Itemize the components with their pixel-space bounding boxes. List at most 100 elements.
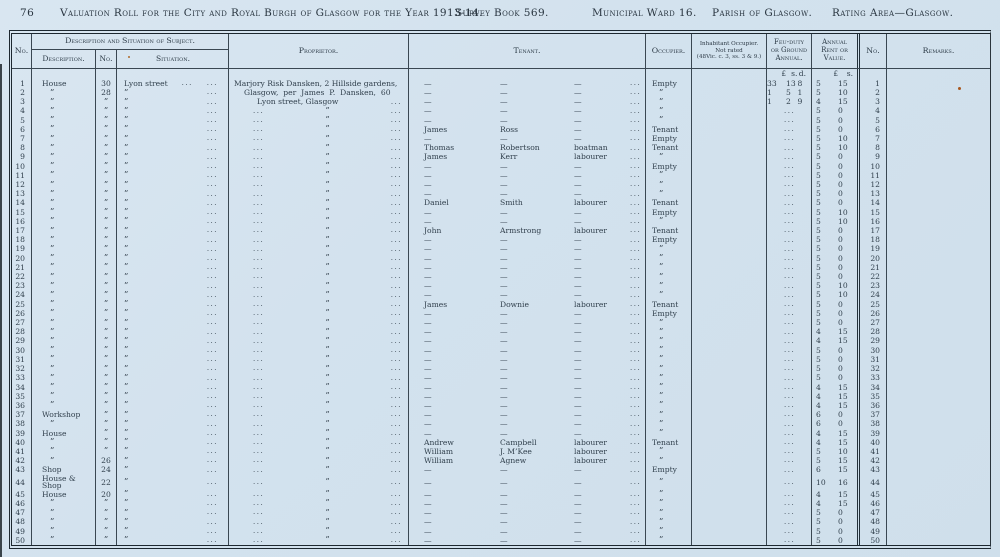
leader-dots: ... xyxy=(630,97,642,106)
cell-occupier: ” xyxy=(646,428,692,438)
cell-situation: ”... xyxy=(117,115,229,126)
cell-occupier: ” xyxy=(646,508,692,518)
leader-dots: ... xyxy=(253,290,265,299)
leader-dots: ... xyxy=(390,253,402,262)
tenant-forename: — xyxy=(424,272,432,282)
cell-situation: ”... xyxy=(117,364,229,374)
tenant-forename: James xyxy=(424,125,448,134)
ditto-mark: ” xyxy=(325,382,330,392)
cell-occupier: ” xyxy=(646,97,692,107)
cell-remarks xyxy=(887,180,990,189)
tenant-forename: James xyxy=(424,152,448,162)
cell-proprietor: ... ”... xyxy=(229,244,409,254)
leader-dots: ... xyxy=(253,272,265,281)
leader-dots: ... xyxy=(253,526,265,535)
table-row: 8”””......”... Thomas Robertson boatman... T… xyxy=(12,143,990,153)
table-row: 23”””......”... — — —...”... 5 10 23 xyxy=(12,281,990,291)
cell-row-number-2: 43 xyxy=(860,465,887,475)
cell-situation: ”... xyxy=(117,508,229,518)
cell-row-number-2: 11 xyxy=(860,171,887,181)
annual-rent-value: 0 xyxy=(838,263,843,272)
cell-situation: ”... xyxy=(117,410,229,420)
leader-dots: ... xyxy=(630,477,642,486)
cell-remarks xyxy=(887,364,990,373)
cell-feu-duty: ... xyxy=(767,336,812,346)
cell-feu-duty: ... xyxy=(767,125,812,135)
tenant-surname: — xyxy=(500,309,508,318)
cell-proprietor: ... ”... xyxy=(229,456,409,466)
leader-dots: ... xyxy=(390,345,402,354)
situation-street-name: Lyon street xyxy=(124,79,168,88)
ditto-mark: ” xyxy=(325,364,330,374)
ditto-mark: ” xyxy=(124,401,129,411)
cell-row-number-2: 48 xyxy=(860,517,887,527)
leader-dots: ... xyxy=(630,143,642,152)
feu-duty-value: 9 xyxy=(797,97,803,107)
cell-street-number: ” xyxy=(96,447,117,457)
cell-description: ” xyxy=(32,373,96,383)
cell-annual-rent: 4 15 xyxy=(812,391,860,402)
cell-description: ” xyxy=(32,364,96,374)
annual-rent-value: 10 xyxy=(838,134,848,144)
cell-annual-rent: 4 15 xyxy=(812,437,860,448)
cell-inhabitant-occupier xyxy=(692,355,767,365)
cell-remarks xyxy=(887,217,990,226)
annual-rent-value: 10 xyxy=(838,143,848,153)
leader-dots: ... xyxy=(253,115,265,124)
leader-dots: ... xyxy=(206,180,218,189)
cell-tenant: William J. M’Kee labourer... xyxy=(409,447,646,457)
table-row: 41”””......”... William J. M’Kee labourer..… xyxy=(12,447,990,457)
ditto-mark: ” xyxy=(325,207,330,218)
cell-annual-rent: 4 15 xyxy=(812,428,860,438)
leader-dots: ... xyxy=(206,253,218,262)
leader-dots: ... xyxy=(206,477,218,486)
annual-rent-value: 0 xyxy=(838,345,843,355)
cell-inhabitant-occupier xyxy=(692,535,767,546)
tenant-forename: — xyxy=(424,391,432,401)
cell-description: ” xyxy=(32,281,96,291)
tenant-occupation: — xyxy=(574,345,582,355)
cell-situation: ”... xyxy=(117,318,229,328)
cell-row-number-2: 30 xyxy=(860,345,887,356)
ditto-mark: ” xyxy=(325,263,330,273)
cell-proprietor: ... ”... xyxy=(229,235,409,245)
tenant-occupation: — xyxy=(574,161,582,171)
tenant-occupation: — xyxy=(574,526,582,536)
cell-situation: ”... xyxy=(117,125,229,135)
leader-dots: ... xyxy=(784,336,796,345)
leader-dots: ... xyxy=(390,508,402,517)
ditto-mark: ” xyxy=(325,345,330,356)
leader-dots: ... xyxy=(253,401,265,410)
cell-feu-duty: ... xyxy=(767,272,812,282)
tenant-surname: — xyxy=(500,253,508,263)
cell-occupier: ” xyxy=(646,106,692,116)
cell-situation: ”... xyxy=(117,391,229,402)
ditto-mark: ” xyxy=(124,465,129,475)
leader-dots: ... xyxy=(630,134,642,143)
cell-annual-rent: 4 15 xyxy=(812,401,860,411)
ditto-mark: ” xyxy=(325,373,330,383)
leader-dots: ... xyxy=(630,447,642,456)
tenant-occupation: — xyxy=(574,355,582,364)
leader-dots: ... xyxy=(630,318,642,327)
ditto-mark: ” xyxy=(124,355,129,365)
leader-dots: ... xyxy=(206,235,218,244)
cell-street-number: ” xyxy=(96,345,117,356)
cell-feu-duty: ... xyxy=(767,465,812,475)
tenant-forename: — xyxy=(424,345,432,355)
cell-street-number: ” xyxy=(96,217,117,227)
cell-tenant: — — —... xyxy=(409,373,646,383)
leader-dots: ... xyxy=(390,428,402,437)
cell-annual-rent: 4 15 xyxy=(812,382,860,392)
cell-tenant: — — —... xyxy=(409,263,646,273)
annual-rent-value: 5 xyxy=(816,226,821,236)
leader-dots: ... xyxy=(253,336,265,345)
cell-row-number-2: 5 xyxy=(860,115,887,126)
feu-duty-value: 13 xyxy=(786,79,796,88)
